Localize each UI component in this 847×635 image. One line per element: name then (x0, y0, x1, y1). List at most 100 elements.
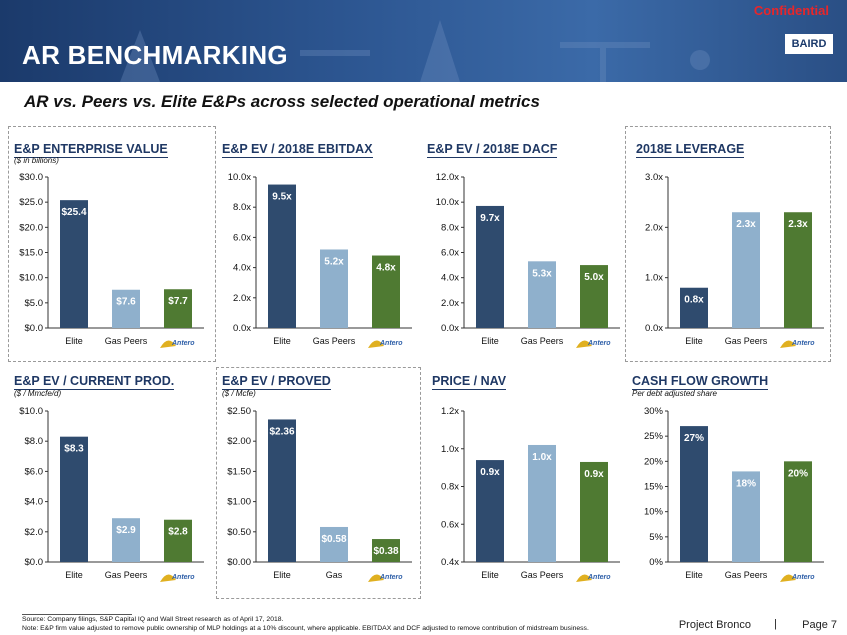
y-tick-label: 1.0x (441, 444, 459, 455)
value-label: 2.3x (736, 219, 756, 230)
bar-gas-peers (112, 518, 140, 562)
bar-antero (164, 519, 192, 562)
bar-antero (580, 265, 608, 328)
footnote-note: Note: E&P firm value adjusted to remove … (22, 625, 589, 632)
chart-e-p-ev-2018e-ebitdax: 0.0x 2.0x 4.0x 6.0x 8.0x 10.0x 9.5x Elite 5.2x Ga… (228, 172, 412, 348)
bar-antero (372, 539, 400, 562)
page-title: AR BENCHMARKING (22, 40, 288, 70)
antero-logo-swoosh (160, 340, 176, 348)
y-tick-label: 2.0x (645, 222, 663, 233)
highlight-box-enterprise-value (8, 126, 216, 362)
y-tick-label: $15.0 (19, 248, 43, 259)
y-tick-label: 2.0x (441, 298, 459, 309)
y-tick-label: $0.0 (25, 323, 44, 334)
value-label: 0.8x (684, 295, 704, 306)
antero-logo-swoosh (576, 340, 592, 348)
antero-logo: Antero (368, 574, 403, 582)
y-tick-label: 1.0x (645, 273, 663, 284)
value-label: 1.0x (532, 452, 552, 463)
bar-gas-peers (528, 261, 556, 328)
antero-logo: Antero (160, 340, 195, 348)
chart-e-p-enterprise-value: $0.0 $5.0 $10.0 $15.0 $20.0 $25.0 $30.0 $25.4 El… (19, 172, 204, 348)
value-label: 2.3x (788, 219, 808, 230)
bar-antero (784, 212, 812, 328)
bar-gas-peers (732, 212, 760, 328)
y-tick-label: 1.2x (441, 406, 459, 417)
chart-title-e-p-enterprise-value: E&P ENTERPRISE VALUE (14, 142, 168, 158)
bar-elite (680, 426, 708, 562)
y-tick-label: 6.0x (441, 248, 459, 259)
antero-logo: Antero (368, 340, 403, 348)
value-label: 20% (788, 468, 808, 479)
chart-e-p-ev-proved: $0.00 $0.50 $1.00 $1.50 $2.00 $2.50 $2.36 Elite… (227, 406, 412, 582)
value-label: $0.38 (373, 546, 398, 557)
y-tick-label: 6.0x (233, 232, 251, 243)
antero-logo: Antero (780, 340, 815, 348)
chart-title-price-nav: PRICE / NAV (432, 374, 507, 390)
y-tick-label: $5.0 (25, 298, 44, 309)
y-tick-label: 0.0x (441, 323, 459, 334)
category-label: Elite (65, 336, 83, 346)
category-label: Gas Peers (521, 336, 564, 346)
highlight-box-proved (216, 367, 421, 599)
category-label: Elite (685, 336, 703, 346)
y-tick-label: 4.0x (441, 273, 459, 284)
antero-logo-text: Antero (379, 574, 403, 581)
category-label: Elite (685, 570, 703, 580)
bar-elite (680, 287, 708, 328)
antero-logo-text: Antero (379, 340, 403, 347)
value-label: 4.8x (376, 263, 396, 274)
bar-elite (268, 419, 296, 562)
chart-title-cash-flow-growth: CASH FLOW GROWTH (632, 374, 769, 390)
antero-logo-swoosh (780, 340, 796, 348)
category-label: Elite (481, 570, 499, 580)
value-label: 5.3x (532, 268, 552, 279)
y-tick-label: $6.0 (25, 466, 44, 477)
y-tick-label: 12.0x (436, 172, 459, 183)
chart-e-p-ev-current-prod: $0.0 $2.0 $4.0 $6.0 $8.0 $10.0 $8.3 Elite $2.9 Ga… (19, 406, 204, 582)
bar-elite (476, 205, 504, 328)
y-tick-label: $30.0 (19, 172, 43, 183)
category-label: Gas Peers (725, 570, 768, 580)
y-tick-label: 0.4x (441, 557, 459, 568)
antero-logo: Antero (576, 574, 611, 582)
y-tick-label: $1.50 (227, 466, 251, 477)
chart-title-e-p-ev-2018e-ebitdax: E&P EV / 2018E EBITDAX (222, 142, 373, 158)
y-tick-label: 0.0x (233, 323, 251, 334)
value-label: $7.6 (116, 297, 136, 308)
value-label: $2.8 (168, 527, 188, 538)
bar-elite (60, 436, 88, 562)
y-tick-label: $1.00 (227, 497, 251, 508)
y-tick-label: 0% (649, 557, 663, 568)
category-label: Gas Peers (105, 336, 148, 346)
antero-logo: Antero (576, 340, 611, 348)
y-tick-label: $8.0 (25, 436, 44, 447)
value-label: 9.7x (480, 213, 500, 224)
y-tick-label: 10% (644, 507, 664, 518)
value-label: $25.4 (61, 207, 86, 218)
highlight-box-leverage (625, 126, 831, 362)
antero-logo-swoosh (160, 574, 176, 582)
antero-logo-swoosh (780, 574, 796, 582)
oil-rig-background-graphic (120, 20, 710, 82)
y-tick-label: $20.0 (19, 222, 43, 233)
y-tick-label: $25.0 (19, 197, 43, 208)
y-tick-label: $2.50 (227, 406, 251, 417)
bar-gas-peers (320, 249, 348, 328)
antero-logo-swoosh (368, 340, 384, 348)
chart-cash-flow-growth: 0% 5% 10% 15% 20% 25% 30% 27% Elite 18% Gas Peers 2… (644, 406, 824, 582)
chart-subtitle-e-p-ev-proved: ($ / Mcfe) (222, 389, 256, 398)
antero-logo-text: Antero (171, 340, 195, 347)
y-tick-label: 10.0x (228, 172, 251, 183)
chart-title-2018e-leverage: 2018E LEVERAGE (636, 142, 745, 158)
project-name: Project Bronco (678, 619, 751, 631)
y-tick-label: 20% (644, 456, 664, 467)
category-label: Gas Peers (105, 570, 148, 580)
antero-logo-swoosh (576, 574, 592, 582)
y-tick-label: $0.00 (227, 557, 251, 568)
chart-price-nav: 0.4x 0.6x 0.8x 1.0x 1.2x 0.9x Elite 1.0x Gas Pee… (441, 406, 620, 582)
antero-logo: Antero (160, 574, 195, 582)
chart-e-p-ev-2018e-dacf: 0.0x 2.0x 4.0x 6.0x 8.0x 10.0x 12.0x 9.7x Elite 5… (436, 172, 620, 348)
bar-gas-peers (112, 289, 140, 328)
bar-antero (372, 255, 400, 328)
